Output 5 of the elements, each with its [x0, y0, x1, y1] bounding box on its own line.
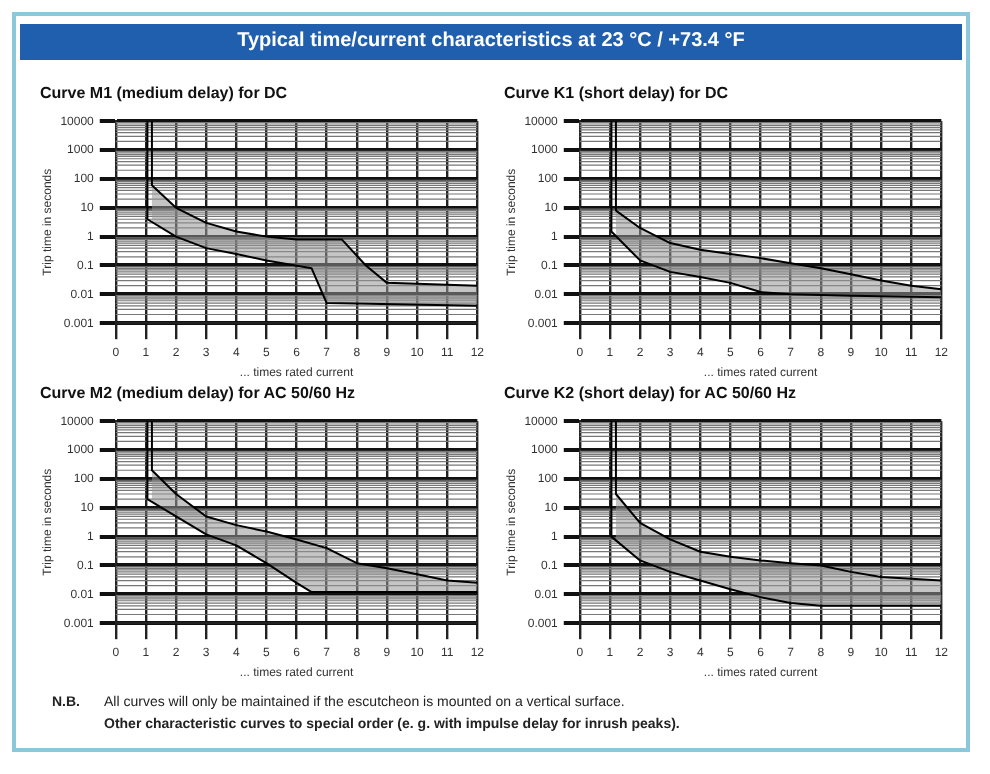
chart-title: Curve M1 (medium delay) for DC	[40, 84, 290, 106]
chart-title: Curve K2 (short delay) for AC 50/60 Hz	[504, 384, 798, 406]
chart-title: Curve K1 (short delay) for DC	[504, 84, 731, 106]
text: Typical time/current characteristics at 23 °C / +73.4 °F	[20, 24, 962, 60]
chart-title: Curve M2 (medium delay) for AC 50/60 Hz	[40, 384, 358, 406]
